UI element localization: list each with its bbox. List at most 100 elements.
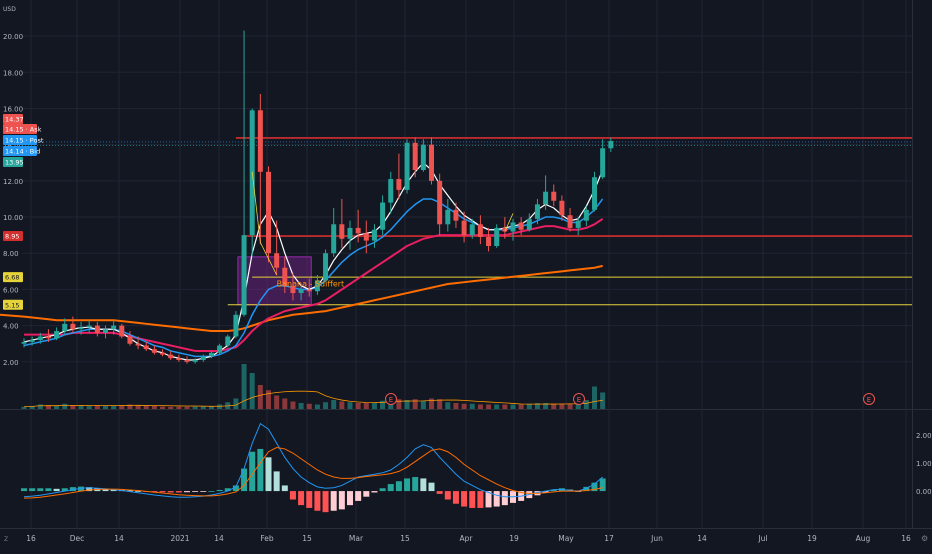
candle-body[interactable] (282, 267, 288, 286)
candle-body[interactable] (453, 209, 459, 221)
candle-body[interactable] (184, 360, 190, 362)
candle-body[interactable] (192, 360, 198, 362)
candle-body[interactable] (510, 222, 516, 232)
candle-body[interactable] (21, 341, 27, 344)
volume-bar (78, 406, 84, 409)
candle-body[interactable] (445, 209, 451, 225)
candle-body[interactable] (437, 180, 443, 225)
candle-body[interactable] (461, 220, 467, 236)
volume-bar (461, 403, 467, 409)
candle-body[interactable] (306, 289, 312, 292)
candle-body[interactable] (298, 289, 304, 294)
volume-bar (54, 406, 60, 409)
candle-body[interactable] (404, 142, 410, 190)
macd-histogram-bar (485, 491, 492, 508)
earnings-marker-icon[interactable] (863, 393, 875, 405)
candle-body[interactable] (176, 358, 182, 360)
macd-histogram-bar (371, 491, 378, 493)
candle-body[interactable] (502, 227, 508, 232)
candle-body[interactable] (290, 285, 296, 294)
candle-body[interactable] (420, 144, 426, 170)
candle-body[interactable] (266, 171, 271, 254)
candle-body[interactable] (241, 235, 247, 315)
candle-body[interactable] (78, 327, 84, 330)
candle-body[interactable] (37, 336, 43, 341)
candle-body[interactable] (143, 345, 149, 350)
candle-body[interactable] (208, 352, 214, 357)
candle-body[interactable] (200, 356, 206, 360)
candle-body[interactable] (608, 141, 614, 149)
candle-body[interactable] (469, 224, 475, 236)
candle-body[interactable] (70, 323, 76, 330)
candle-body[interactable] (94, 325, 100, 333)
candle-body[interactable] (339, 224, 345, 239)
candle-body[interactable] (486, 236, 492, 246)
candle-body[interactable] (86, 325, 92, 328)
candle-body[interactable] (323, 253, 329, 281)
candle-body[interactable] (380, 202, 386, 230)
candle-body[interactable] (567, 215, 573, 228)
price-label-badge (3, 135, 37, 145)
macd-histogram-bar (159, 491, 166, 493)
trend-drawing[interactable] (504, 213, 514, 232)
earnings-marker-icon[interactable] (385, 393, 397, 405)
candle-body[interactable] (62, 323, 68, 332)
candle-body[interactable] (257, 110, 263, 172)
volume-bar (583, 400, 589, 409)
candle-body[interactable] (225, 336, 231, 346)
macd-histogram-bar (86, 487, 93, 492)
candle-body[interactable] (45, 336, 51, 339)
candle-body[interactable] (119, 325, 125, 337)
macd-histogram-bar (135, 491, 142, 492)
candle-body[interactable] (518, 222, 524, 230)
macd-histogram-bar (69, 487, 76, 492)
candle-body[interactable] (168, 354, 174, 359)
candle-body[interactable] (551, 191, 557, 201)
candle-body[interactable] (526, 218, 532, 230)
candle-body[interactable] (54, 331, 60, 339)
candle-body[interactable] (371, 229, 377, 241)
candle-body[interactable] (575, 220, 581, 228)
time-tick-label: Jun (650, 534, 663, 543)
earnings-marker-icon[interactable] (573, 393, 585, 405)
candle-body[interactable] (363, 233, 369, 241)
candle-body[interactable] (135, 343, 141, 346)
candle-body[interactable] (160, 352, 166, 355)
candle-body[interactable] (127, 336, 133, 344)
candle-body[interactable] (534, 204, 540, 219)
candle-body[interactable] (314, 280, 320, 292)
macd-histogram-bar (29, 488, 36, 492)
price-tick-label: 6.00 (3, 286, 19, 294)
time-tick-label: 19 (509, 534, 519, 543)
candle-body[interactable] (233, 314, 239, 337)
candle-body[interactable] (331, 224, 337, 254)
candle-body[interactable] (274, 253, 280, 268)
candle-body[interactable] (477, 224, 483, 237)
candle-body[interactable] (429, 144, 434, 181)
trend-drawing[interactable] (251, 171, 278, 276)
candle-body[interactable] (388, 179, 394, 203)
candle-body[interactable] (600, 148, 606, 178)
candle-body[interactable] (355, 227, 361, 234)
candle-body[interactable] (412, 142, 418, 170)
macd-histogram-bar (265, 457, 272, 492)
volume-bar (86, 406, 92, 409)
candle-body[interactable] (494, 227, 500, 246)
volume-bar (314, 404, 320, 409)
candle-body[interactable] (559, 200, 565, 216)
candle-body[interactable] (217, 345, 223, 353)
candle-body[interactable] (151, 349, 157, 353)
candle-body[interactable] (396, 179, 402, 190)
macd-histogram-bar (45, 488, 52, 492)
candle-body[interactable] (583, 209, 589, 221)
candle-body[interactable] (29, 340, 35, 342)
candle-body[interactable] (543, 191, 549, 205)
candle-body[interactable] (111, 325, 117, 330)
candle-body[interactable] (103, 329, 108, 333)
volume-bar (241, 364, 247, 409)
time-tick-label: 14 (214, 534, 224, 543)
candle-body[interactable] (347, 227, 353, 239)
candle-body[interactable] (592, 177, 597, 210)
